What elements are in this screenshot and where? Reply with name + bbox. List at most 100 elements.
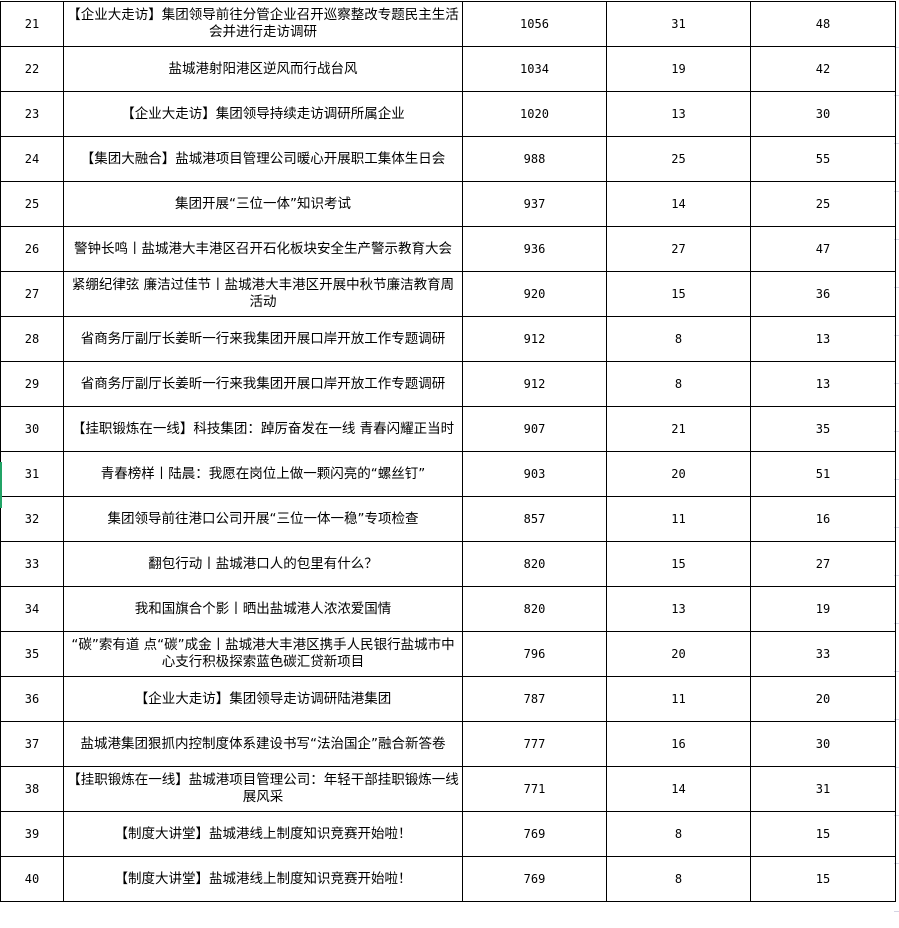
rank-cell[interactable]: 37 [0,721,64,767]
table-row[interactable]: 35 “碳”索有道 点“碳”成金丨盐城港大丰港区携手人民银行盐城市中心支行积极探索… [0,631,896,677]
rank-cell[interactable]: 22 [0,46,64,92]
table-row[interactable]: 33 翻包行动丨盐城港口人的包里有什么？ 820 15 27 [0,541,896,587]
title-cell[interactable]: 紧绷纪律弦 廉洁过佳节丨盐城港大丰港区开展中秋节廉洁教育周活动 [63,271,463,317]
count-cell-2[interactable]: 15 [750,856,896,902]
rank-cell[interactable]: 26 [0,226,64,272]
count-cell-2[interactable]: 33 [750,631,896,677]
count-cell[interactable]: 31 [606,1,751,47]
count-cell-2[interactable]: 30 [750,721,896,767]
reads-cell[interactable]: 903 [462,451,607,497]
title-cell[interactable]: 盐城港集团狠抓内控制度体系建设书写“法治国企”融合新答卷 [63,721,463,767]
count-cell[interactable]: 19 [606,46,751,92]
count-cell-2[interactable]: 25 [750,181,896,227]
rank-cell[interactable]: 21 [0,1,64,47]
title-cell[interactable]: 我和国旗合个影丨晒出盐城港人浓浓爱国情 [63,586,463,632]
table-row[interactable]: 25 集团开展“三位一体”知识考试 937 14 25 [0,181,896,227]
rank-cell[interactable]: 23 [0,91,64,137]
count-cell[interactable]: 8 [606,316,751,362]
count-cell-2[interactable]: 20 [750,676,896,722]
count-cell[interactable]: 8 [606,811,751,857]
reads-cell[interactable]: 787 [462,676,607,722]
count-cell[interactable]: 11 [606,676,751,722]
reads-cell[interactable]: 1034 [462,46,607,92]
count-cell-2[interactable]: 36 [750,271,896,317]
count-cell[interactable]: 20 [606,631,751,677]
reads-cell[interactable]: 912 [462,361,607,407]
rank-cell[interactable]: 30 [0,406,64,452]
rank-cell[interactable]: 40 [0,856,64,902]
reads-cell[interactable]: 920 [462,271,607,317]
title-cell[interactable]: 集团领导前往港口公司开展“三位一体一稳”专项检查 [63,496,463,542]
table-row[interactable]: 30 【挂职锻炼在一线】科技集团：踔厉奋发在一线 青春闪耀正当时 907 21 35 [0,406,896,452]
count-cell[interactable]: 13 [606,586,751,632]
count-cell-2[interactable]: 30 [750,91,896,137]
count-cell[interactable]: 15 [606,271,751,317]
table-row[interactable]: 27 紧绷纪律弦 廉洁过佳节丨盐城港大丰港区开展中秋节廉洁教育周活动 920 15 36 [0,271,896,317]
count-cell[interactable]: 8 [606,856,751,902]
count-cell-2[interactable]: 16 [750,496,896,542]
reads-cell[interactable]: 777 [462,721,607,767]
title-cell[interactable]: 【企业大走访】集团领导走访调研陆港集团 [63,676,463,722]
title-cell[interactable]: 集团开展“三位一体”知识考试 [63,181,463,227]
table-row[interactable]: 39 【制度大讲堂】盐城港线上制度知识竞赛开始啦！ 769 8 15 [0,811,896,857]
count-cell-2[interactable]: 42 [750,46,896,92]
table-row[interactable]: 24 【集团大融合】盐城港项目管理公司暖心开展职工集体生日会 988 25 55 [0,136,896,182]
reads-cell[interactable]: 1056 [462,1,607,47]
reads-cell[interactable]: 1020 [462,91,607,137]
table-row[interactable]: 38 【挂职锻炼在一线】盐城港项目管理公司：年轻干部挂职锻炼一线展风采 771 14 3… [0,766,896,812]
count-cell[interactable]: 8 [606,361,751,407]
rank-cell[interactable]: 35 [0,631,64,677]
table-row[interactable]: 37 盐城港集团狠抓内控制度体系建设书写“法治国企”融合新答卷 777 16 30 [0,721,896,767]
count-cell-2[interactable]: 35 [750,406,896,452]
reads-cell[interactable]: 769 [462,856,607,902]
count-cell-2[interactable]: 51 [750,451,896,497]
count-cell[interactable]: 27 [606,226,751,272]
rank-cell[interactable]: 24 [0,136,64,182]
rank-cell[interactable]: 29 [0,361,64,407]
table-row[interactable]: 31 青春榜样丨陆晨：我愿在岗位上做一颗闪亮的“螺丝钉” 903 20 51 [0,451,896,497]
title-cell[interactable]: 【挂职锻炼在一线】盐城港项目管理公司：年轻干部挂职锻炼一线展风采 [63,766,463,812]
table-row[interactable]: 26 警钟长鸣丨盐城港大丰港区召开石化板块安全生产警示教育大会 936 27 47 [0,226,896,272]
title-cell[interactable]: 【制度大讲堂】盐城港线上制度知识竞赛开始啦！ [63,811,463,857]
reads-cell[interactable]: 820 [462,586,607,632]
reads-cell[interactable]: 988 [462,136,607,182]
title-cell[interactable]: 省商务厅副厅长姜昕一行来我集团开展口岸开放工作专题调研 [63,316,463,362]
count-cell[interactable]: 15 [606,541,751,587]
count-cell[interactable]: 20 [606,451,751,497]
table-row[interactable]: 22 盐城港射阳港区逆风而行战台风 1034 19 42 [0,46,896,92]
count-cell[interactable]: 25 [606,136,751,182]
rank-cell[interactable]: 31 [0,451,64,497]
count-cell-2[interactable]: 15 [750,811,896,857]
count-cell[interactable]: 14 [606,181,751,227]
reads-cell[interactable]: 769 [462,811,607,857]
rank-cell[interactable]: 34 [0,586,64,632]
rank-cell[interactable]: 33 [0,541,64,587]
count-cell[interactable]: 21 [606,406,751,452]
rank-cell[interactable]: 36 [0,676,64,722]
rank-cell[interactable]: 27 [0,271,64,317]
title-cell[interactable]: 省商务厅副厅长姜昕一行来我集团开展口岸开放工作专题调研 [63,361,463,407]
reads-cell[interactable]: 771 [462,766,607,812]
title-cell[interactable]: “碳”索有道 点“碳”成金丨盐城港大丰港区携手人民银行盐城市中心支行积极探索蓝色… [63,631,463,677]
table-row[interactable]: 21 【企业大走访】集团领导前往分管企业召开巡察整改专题民主生活会并进行走访调研 1… [0,1,896,47]
table-row[interactable]: 34 我和国旗合个影丨晒出盐城港人浓浓爱国情 820 13 19 [0,586,896,632]
table-row[interactable]: 40 【制度大讲堂】盐城港线上制度知识竞赛开始啦！ 769 8 15 [0,856,896,902]
rank-cell[interactable]: 39 [0,811,64,857]
reads-cell[interactable]: 796 [462,631,607,677]
count-cell-2[interactable]: 47 [750,226,896,272]
count-cell-2[interactable]: 13 [750,316,896,362]
count-cell-2[interactable]: 19 [750,586,896,632]
title-cell[interactable]: 【制度大讲堂】盐城港线上制度知识竞赛开始啦！ [63,856,463,902]
rank-cell[interactable]: 32 [0,496,64,542]
count-cell[interactable]: 11 [606,496,751,542]
title-cell[interactable]: 警钟长鸣丨盐城港大丰港区召开石化板块安全生产警示教育大会 [63,226,463,272]
count-cell-2[interactable]: 31 [750,766,896,812]
count-cell-2[interactable]: 27 [750,541,896,587]
table-row[interactable]: 36 【企业大走访】集团领导走访调研陆港集团 787 11 20 [0,676,896,722]
reads-cell[interactable]: 912 [462,316,607,362]
title-cell[interactable]: 【挂职锻炼在一线】科技集团：踔厉奋发在一线 青春闪耀正当时 [63,406,463,452]
title-cell[interactable]: 【集团大融合】盐城港项目管理公司暖心开展职工集体生日会 [63,136,463,182]
count-cell-2[interactable]: 13 [750,361,896,407]
title-cell[interactable]: 盐城港射阳港区逆风而行战台风 [63,46,463,92]
table-row[interactable]: 32 集团领导前往港口公司开展“三位一体一稳”专项检查 857 11 16 [0,496,896,542]
